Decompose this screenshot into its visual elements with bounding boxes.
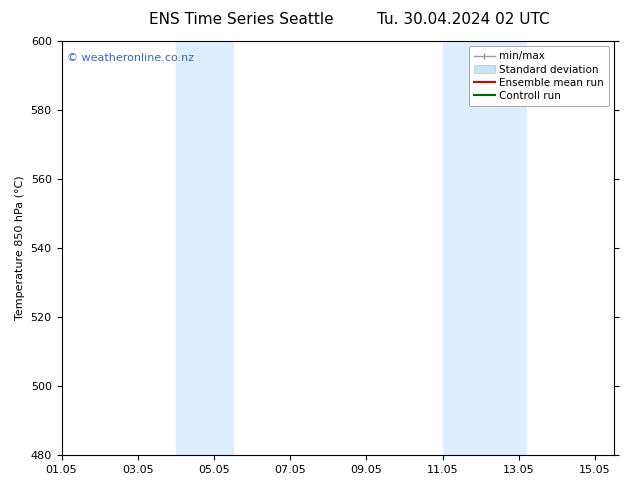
Text: ENS Time Series Seattle: ENS Time Series Seattle: [148, 12, 333, 27]
Y-axis label: Temperature 850 hPa (°C): Temperature 850 hPa (°C): [15, 176, 25, 320]
Bar: [176, 41, 233, 455]
Legend: min/max, Standard deviation, Ensemble mean run, Controll run: min/max, Standard deviation, Ensemble me…: [469, 46, 609, 106]
Text: © weatheronline.co.nz: © weatheronline.co.nz: [67, 53, 194, 64]
Text: Tu. 30.04.2024 02 UTC: Tu. 30.04.2024 02 UTC: [377, 12, 549, 27]
Bar: [443, 41, 526, 455]
